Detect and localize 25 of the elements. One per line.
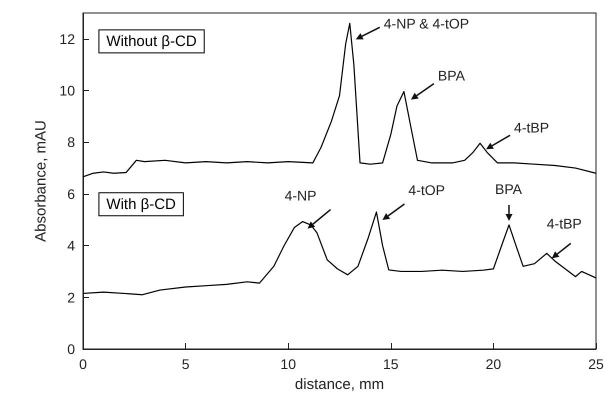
text: Without β-CD (106, 32, 197, 50)
x-tick-label: 25 (588, 356, 604, 372)
x-tick-label: 15 (383, 356, 399, 372)
x-tick-label: 10 (280, 356, 296, 372)
y-tick-label: 8 (67, 134, 76, 150)
x-tick-label: 20 (486, 356, 502, 372)
annotation: 4-tOP (408, 182, 446, 198)
annotation: 4-NP & 4-tOP (384, 15, 470, 32)
line-series (82, 211, 597, 296)
y-tick-label: 10 (59, 82, 76, 99)
annotation: BPA (438, 68, 466, 84)
text: With β-CD (106, 196, 176, 213)
x-axis-title: distance, mm (294, 376, 384, 393)
y-axis-title: Absorbance, mAU (32, 120, 50, 242)
y-tick-label: 0 (67, 341, 76, 357)
annotation: 4-tBP (546, 215, 582, 232)
y-tick-label: 12 (59, 30, 76, 47)
x-tick-label: 5 (182, 356, 190, 372)
y-tick-label: 2 (67, 289, 76, 306)
annotation: 4-tBP (514, 119, 550, 136)
y-tick-label: 6 (67, 186, 76, 202)
annotation: BPA (494, 180, 523, 197)
y-tick-label: 4 (67, 238, 76, 254)
x-tick-label: 0 (79, 356, 88, 372)
annotation: 4-NP (284, 188, 316, 204)
